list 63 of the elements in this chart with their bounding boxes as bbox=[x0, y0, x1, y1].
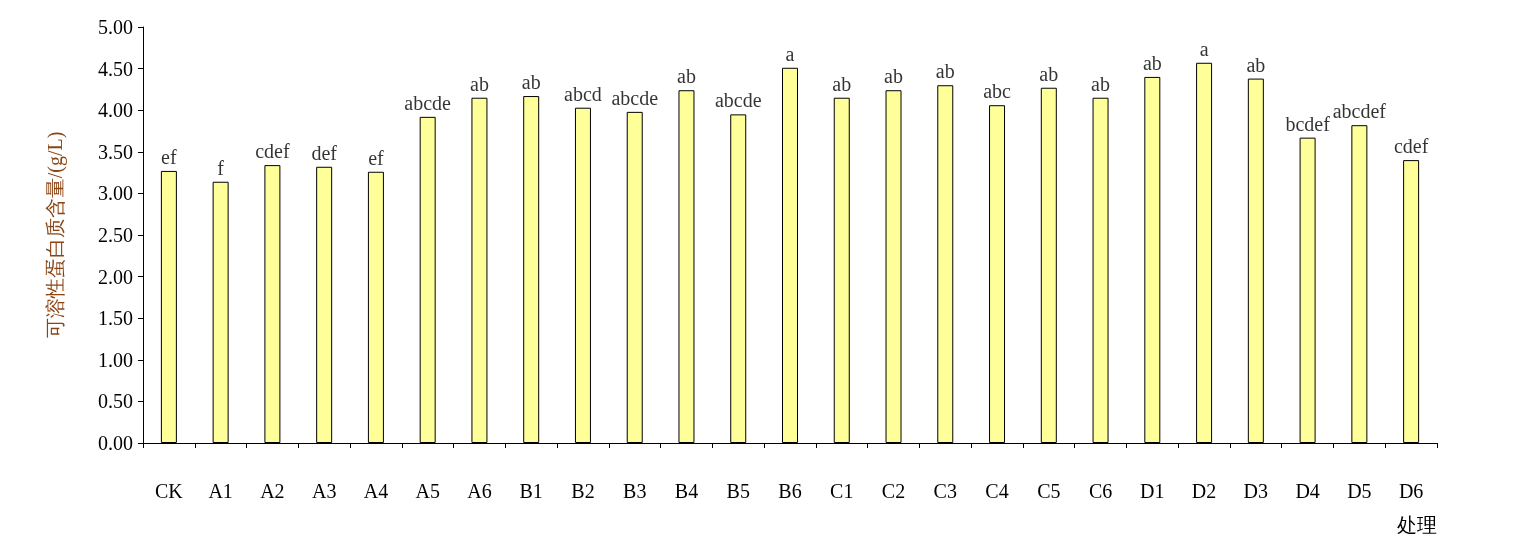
annotation: abcde bbox=[714, 89, 762, 112]
x-tick-label: A2 bbox=[260, 480, 285, 502]
x-tick-label: C1 bbox=[830, 480, 854, 502]
annotation: ab bbox=[1142, 51, 1162, 74]
annotation: bcdef bbox=[1285, 112, 1331, 135]
annotation: ab bbox=[1091, 72, 1111, 95]
x-tick-label: C4 bbox=[985, 480, 1009, 502]
annotation: ab bbox=[1039, 62, 1059, 85]
y-tick-label: 4.00 bbox=[98, 99, 133, 122]
y-tick-label: 1.00 bbox=[98, 348, 133, 371]
y-tick-label: 1.50 bbox=[98, 307, 133, 330]
x-tick-label: B2 bbox=[571, 480, 595, 502]
annotation: ab bbox=[677, 65, 696, 88]
x-tick-label: B4 bbox=[674, 480, 699, 502]
annotation: ab bbox=[469, 72, 489, 95]
annotation: abcdef bbox=[1332, 100, 1387, 123]
annotation: ab bbox=[521, 71, 541, 94]
annotation: cdef bbox=[255, 140, 290, 163]
y-tick-label: 0.50 bbox=[98, 390, 133, 413]
x-tick-label: B1 bbox=[519, 480, 543, 502]
annotation: cdef bbox=[1393, 135, 1429, 158]
y-tick-label: 2.00 bbox=[98, 265, 133, 288]
annotation: def bbox=[311, 141, 338, 164]
annotation: abcd bbox=[564, 82, 602, 105]
x-tick-label: D6 bbox=[1398, 480, 1424, 502]
y-tick-label: 3.00 bbox=[98, 182, 133, 205]
x-tick-label: CK bbox=[154, 480, 184, 502]
x-tick-label: D2 bbox=[1191, 480, 1217, 502]
y-tick-label: 2.50 bbox=[98, 224, 133, 246]
x-tick-label: D1 bbox=[1140, 480, 1165, 502]
x-tick-label: D5 bbox=[1347, 480, 1372, 502]
y-tick-label: 3.50 bbox=[98, 140, 133, 163]
y-tick-label: 0.00 bbox=[98, 432, 133, 454]
annotation: abcde bbox=[611, 86, 659, 109]
x-tick-label: B6 bbox=[778, 480, 802, 502]
x-axis-title: 处理 bbox=[1397, 514, 1437, 536]
annotation: a bbox=[1199, 37, 1209, 60]
y-tick-label: 4.50 bbox=[98, 57, 133, 80]
x-tick-label: A1 bbox=[208, 480, 233, 502]
x-tick-label: D3 bbox=[1243, 480, 1269, 502]
x-tick-label: A6 bbox=[467, 480, 492, 502]
annotation: f bbox=[217, 156, 225, 179]
x-tick-label: C2 bbox=[881, 480, 906, 502]
annotation: ef bbox=[368, 146, 385, 169]
x-tick-label: C3 bbox=[933, 480, 957, 502]
annotation: abcde bbox=[404, 91, 452, 114]
x-tick-label: D4 bbox=[1295, 480, 1320, 502]
annotation: ab bbox=[935, 60, 955, 83]
x-tick-label: C5 bbox=[1037, 480, 1061, 502]
annotation: a bbox=[785, 42, 795, 65]
annotation: ab bbox=[832, 72, 852, 95]
annotation: ab bbox=[1246, 53, 1266, 76]
x-tick-label: C6 bbox=[1088, 480, 1113, 502]
x-tick-label: B3 bbox=[623, 480, 647, 502]
x-tick-label: A3 bbox=[311, 480, 337, 502]
annotation: ab bbox=[884, 65, 903, 88]
annotation: ef bbox=[161, 145, 177, 168]
x-tick-label: B5 bbox=[726, 480, 750, 502]
x-tick-label: A5 bbox=[415, 480, 440, 502]
y-tick-label: 5.00 bbox=[98, 16, 133, 38]
y-axis-title: 可溶性蛋白质含量/(g/L) bbox=[44, 131, 67, 339]
x-tick-label: A4 bbox=[363, 480, 389, 502]
annotation: abc bbox=[983, 80, 1012, 103]
